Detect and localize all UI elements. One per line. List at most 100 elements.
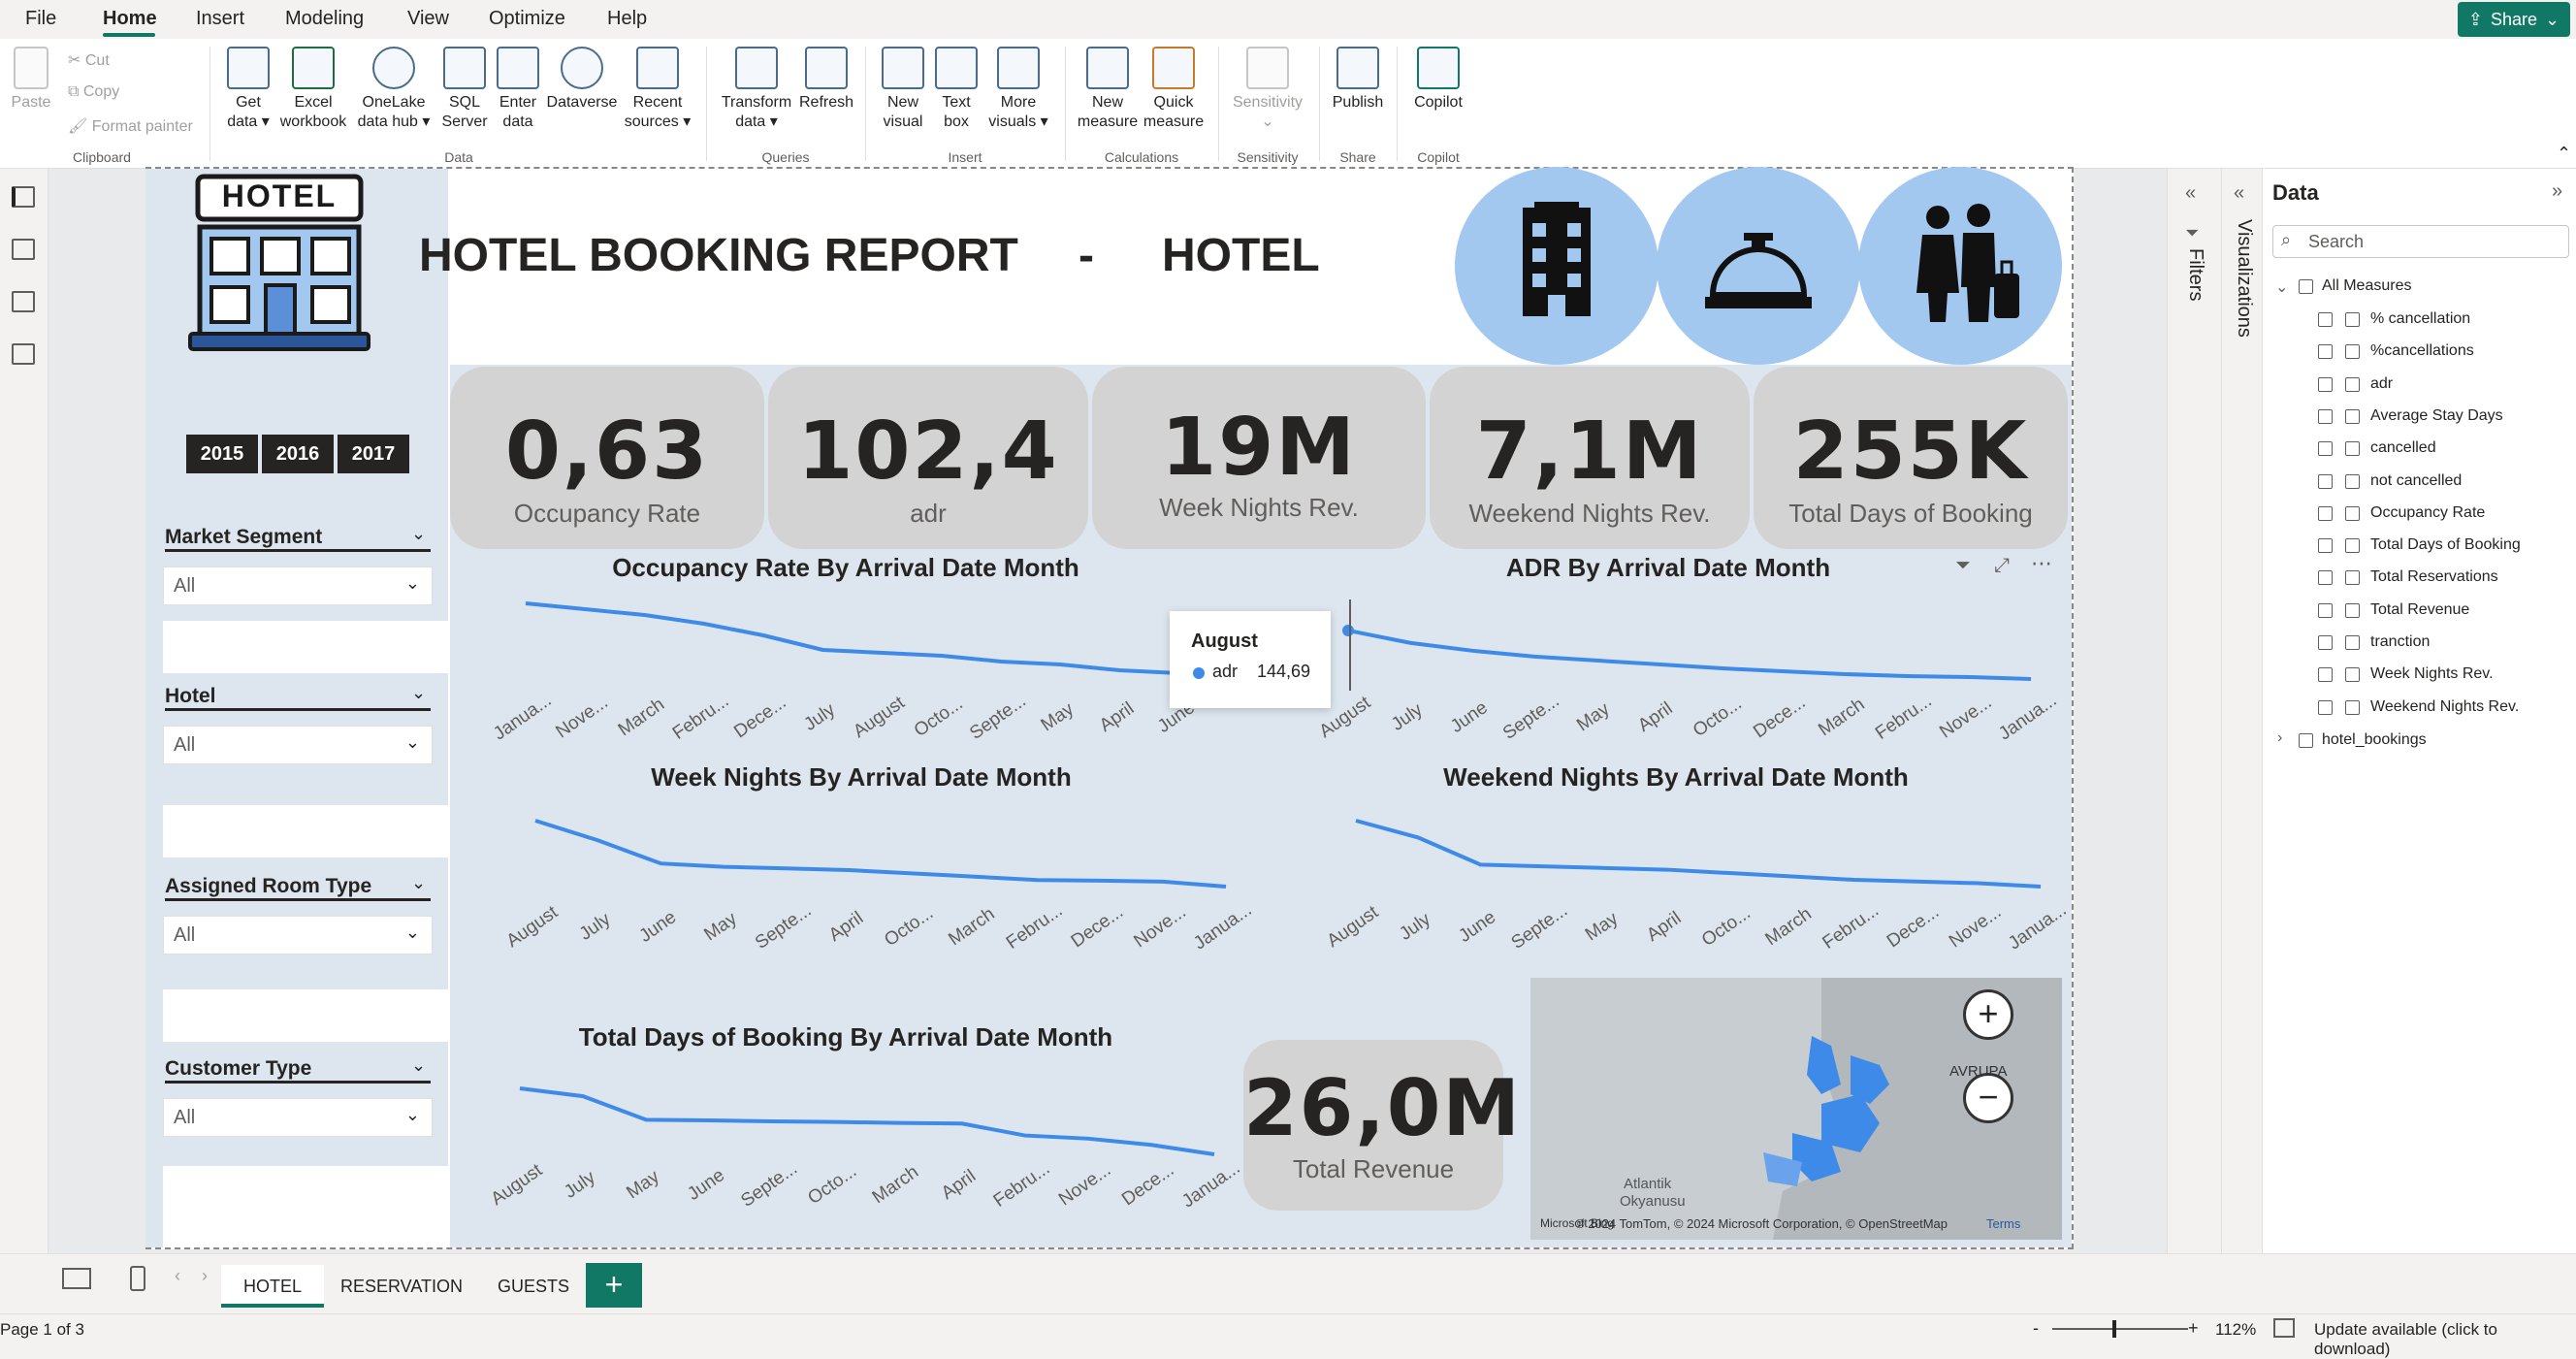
field-item[interactable]: Total Reservations (2370, 568, 2498, 586)
x-tick-label: April (1096, 698, 1138, 736)
visualizations-label: Visualizations (2233, 219, 2255, 338)
x-tick-label: Febru... (1003, 900, 1067, 954)
field-checkbox[interactable] (2318, 377, 2333, 392)
x-tick-label: Febru... (1819, 900, 1883, 954)
search-input[interactable]: ⌕ Search (2272, 225, 2569, 258)
tab-hotel[interactable]: HOTEL (221, 1265, 324, 1308)
x-tick-label: Septe... (752, 900, 816, 954)
x-tick-label: May (1582, 908, 1623, 945)
x-tick-label: August (850, 693, 909, 743)
map-terms-link[interactable]: Terms (1986, 1216, 2020, 1231)
field-item[interactable]: cancelled (2370, 439, 2436, 457)
collapse-left-icon[interactable]: « (2185, 182, 2196, 205)
update-available-link[interactable]: Update available (click to download) (2314, 1320, 2576, 1359)
x-tick-label: April (1643, 908, 1685, 946)
table-icon (2299, 733, 2313, 748)
x-tick-label: Dece... (1118, 1160, 1177, 1211)
chevron-right-icon[interactable]: › (2277, 729, 2282, 747)
zoom-in-icon[interactable]: + (1963, 989, 2013, 1040)
field-checkbox[interactable] (2318, 570, 2333, 585)
x-tick-label: Dece... (1750, 693, 1809, 743)
zoom-slider[interactable] (2052, 1328, 2188, 1330)
field-item[interactable]: Total Days of Booking (2370, 536, 2521, 554)
field-item[interactable]: Weekend Nights Rev. (2370, 698, 2519, 716)
x-tick-label: March (1815, 695, 1868, 740)
x-tick-label: Febru... (669, 691, 733, 744)
calculator-icon (2345, 506, 2360, 521)
zoom-out-button[interactable]: - (2033, 1318, 2039, 1339)
field-item[interactable]: tranction (2370, 633, 2430, 651)
series-line[interactable] (526, 603, 1179, 673)
x-tick-label: August (488, 1160, 547, 1211)
collapse-left-icon[interactable]: « (2234, 182, 2244, 205)
field-item[interactable]: Average Stay Days (2370, 407, 2503, 425)
tab-guests[interactable]: GUESTS (479, 1265, 588, 1308)
field-item[interactable]: Week Nights Rev. (2370, 665, 2494, 683)
field-item[interactable]: % cancellation (2370, 310, 2470, 328)
calculator-icon (2345, 700, 2360, 715)
field-item[interactable]: not cancelled (2370, 472, 2462, 490)
next-page-icon[interactable]: › (202, 1266, 208, 1286)
x-tick-label: July (576, 909, 615, 945)
x-tick-label: Nove... (1130, 902, 1189, 953)
table-all-measures[interactable]: All Measures (2322, 277, 2411, 295)
table-hotel-bookings[interactable]: hotel_bookings (2322, 731, 2427, 749)
field-checkbox[interactable] (2318, 667, 2333, 682)
fit-to-page-icon[interactable] (2273, 1318, 2295, 1338)
kpi-value: 26,0M (1243, 1063, 1503, 1153)
filters-pane[interactable]: « ⏷ Filters (2167, 169, 2221, 1253)
calculator-icon (2345, 409, 2360, 424)
field-checkbox[interactable] (2318, 603, 2333, 618)
x-tick-label: Janua... (2005, 900, 2070, 955)
x-tick-label: Octo... (1690, 694, 1746, 741)
field-checkbox[interactable] (2318, 312, 2333, 327)
x-tick-label: Octo... (911, 694, 967, 741)
kpi-total-revenue[interactable]: 26,0M Total Revenue (1243, 1040, 1503, 1211)
calculator-icon (2345, 667, 2360, 682)
x-tick-label: May (623, 1166, 663, 1203)
field-checkbox[interactable] (2318, 344, 2333, 359)
filters-label: Filters (2184, 248, 2206, 301)
series-line[interactable] (1356, 821, 2041, 887)
x-tick-label: May (1573, 698, 1614, 735)
x-tick-label: June (1455, 907, 1499, 947)
data-point[interactable] (1342, 625, 1354, 636)
field-checkbox[interactable] (2318, 441, 2333, 456)
field-item[interactable]: Occupancy Rate (2370, 504, 2485, 522)
tab-reservation[interactable]: RESERVATION (334, 1265, 469, 1308)
add-page-button[interactable]: + (586, 1263, 642, 1308)
desktop-layout-icon[interactable] (62, 1268, 91, 1289)
field-checkbox[interactable] (2318, 506, 2333, 521)
x-tick-label: April (1634, 698, 1676, 736)
x-tick-label: Nove... (552, 693, 611, 743)
status-bar: Page 1 of 3 - + 112% Update available (c… (0, 1313, 2576, 1344)
tooltip-series-dot (1193, 667, 1205, 679)
x-tick-label: March (869, 1162, 922, 1208)
visualizations-pane[interactable]: « Visualizations (2221, 169, 2262, 1253)
field-checkbox[interactable] (2318, 474, 2333, 489)
field-item[interactable]: %cancellations (2370, 342, 2474, 360)
zoom-slider-thumb[interactable] (2112, 1320, 2116, 1338)
zoom-out-icon[interactable]: − (1963, 1073, 2013, 1123)
zoom-in-button[interactable]: + (2188, 1318, 2199, 1339)
map-label-ocean: Atlantik (1624, 1176, 1671, 1192)
x-tick-label: Octo... (804, 1161, 860, 1209)
field-item[interactable]: Total Revenue (2370, 601, 2469, 619)
field-checkbox[interactable] (2318, 635, 2333, 650)
mobile-layout-icon[interactable] (130, 1266, 145, 1291)
map-label-ocean-2: Okyanusu (1620, 1193, 1686, 1210)
field-checkbox[interactable] (2318, 409, 2333, 424)
collapse-right-icon[interactable]: » (2552, 180, 2562, 203)
x-tick-label: Janua... (1995, 691, 2060, 745)
series-line[interactable] (1348, 631, 2031, 679)
map-visual[interactable]: AVRUPA Atlantik Okyanusu + − Microsoft B… (1530, 978, 2062, 1240)
field-checkbox[interactable] (2318, 700, 2333, 715)
series-line[interactable] (535, 821, 1226, 887)
x-tick-label: Octo... (1698, 903, 1755, 951)
series-line[interactable] (520, 1088, 1214, 1154)
x-tick-label: July (561, 1167, 599, 1203)
field-item[interactable]: adr (2370, 375, 2393, 393)
chevron-down-icon[interactable]: ⌄ (2275, 277, 2288, 297)
prev-page-icon[interactable]: ‹ (175, 1266, 180, 1286)
field-checkbox[interactable] (2318, 538, 2333, 553)
